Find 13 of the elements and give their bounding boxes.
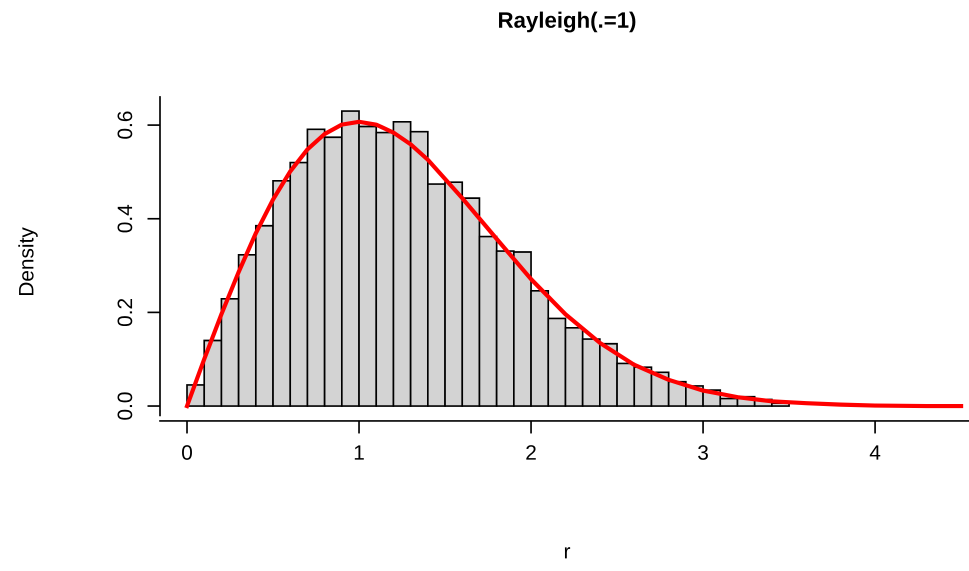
y-tick-label: 0.6: [118, 112, 132, 139]
x-tick-label: 0: [182, 445, 192, 460]
y-tick-label: 0.2: [118, 298, 132, 326]
chart-title: Rayleigh(.=1): [499, 12, 636, 32]
x-tick-label: 1: [354, 445, 364, 460]
x-tick-label: 4: [870, 445, 880, 460]
x-tick-label: 2: [526, 445, 536, 460]
y-tick-label: 0.4: [118, 204, 132, 232]
x-tick-label: 3: [698, 445, 708, 460]
y-tick-label: 0.0: [118, 392, 132, 420]
y-axis-title: Density: [18, 227, 38, 296]
line-series: [184, 120, 964, 408]
x-axis-title: r: [564, 547, 570, 558]
